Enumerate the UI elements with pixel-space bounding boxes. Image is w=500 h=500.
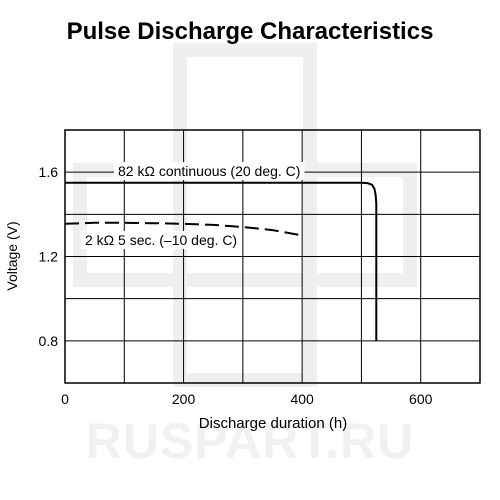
series-label-background-0: [114, 162, 305, 180]
x-tick-label-3: 600: [409, 391, 433, 407]
y-axis-label: Voltage (V): [4, 221, 20, 290]
y-tick-label-2: 1.6: [39, 164, 59, 180]
watermark-text: RUSPART.RU: [85, 413, 415, 469]
x-tick-label-0: 0: [61, 391, 69, 407]
x-tick-label-1: 200: [172, 391, 196, 407]
series-label-0: 82 kΩ continuous (20 deg. C): [118, 163, 300, 179]
y-tick-label-0: 0.8: [39, 333, 59, 349]
series-label-background-1: [81, 231, 242, 249]
series-label-1: 2 kΩ 5 sec. (–10 deg. C): [85, 232, 237, 248]
tick-labels: 0 200 400 600 0.8 1.2 1.6: [39, 164, 433, 407]
x-tick-label-2: 400: [290, 391, 314, 407]
plot-frame: [64, 129, 481, 384]
series-line-0: [65, 181, 378, 341]
plot-border: [64, 129, 481, 384]
x-axis-label: Discharge duration (h): [199, 415, 347, 432]
y-tick-label-1: 1.2: [39, 249, 59, 265]
series-labels: 82 kΩ continuous (20 deg. C) 2 kΩ 5 sec. …: [81, 162, 305, 249]
chart-title: Pulse Discharge Characteristics: [66, 18, 434, 45]
series-lines: [64, 181, 378, 341]
